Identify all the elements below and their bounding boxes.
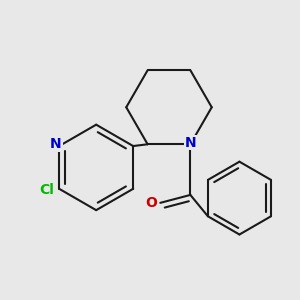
- Text: O: O: [145, 196, 157, 210]
- Text: Cl: Cl: [39, 183, 54, 197]
- Text: N: N: [50, 137, 62, 152]
- Text: N: N: [185, 136, 197, 150]
